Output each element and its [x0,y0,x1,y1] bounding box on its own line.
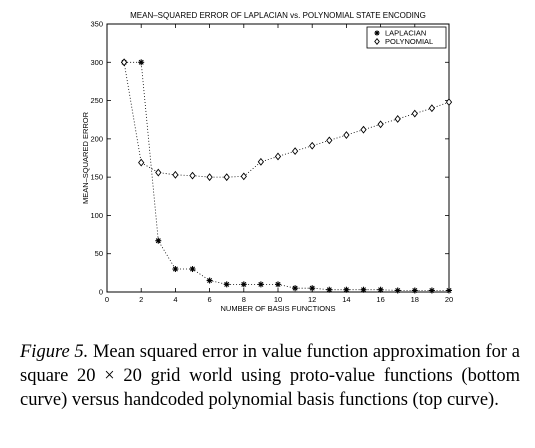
point-laplacian [172,266,179,273]
point-laplacian [206,277,213,284]
y-tick-label: 150 [90,173,103,182]
point-polynomial [360,125,367,134]
figure-caption-label: Figure 5. [20,342,89,362]
x-tick-label: 10 [274,295,282,304]
y-tick-label: 300 [90,58,103,67]
point-polynomial [206,173,213,182]
x-tick-label: 12 [308,295,316,304]
point-laplacian [446,287,452,294]
point-polynomial [189,171,196,180]
point-laplacian [428,287,435,294]
point-laplacian [292,285,299,292]
point-polynomial [428,104,436,113]
legend-label-laplacian: LAPLACIAN [385,29,426,38]
point-laplacian [309,285,316,292]
point-laplacian [155,237,162,244]
y-tick-label: 350 [90,20,103,29]
point-polynomial [223,173,230,182]
point-polynomial [411,109,418,118]
point-polynomial [138,158,145,167]
figure-caption: Figure 5. Mean squared error in value fu… [20,340,520,412]
legend-marker-polynomial [374,37,380,46]
point-polynomial [155,168,162,177]
point-laplacian [343,286,350,293]
point-polynomial [120,58,128,67]
point-laplacian [257,281,264,288]
point-polynomial [445,98,453,107]
legend-label-polynomial: POLYNOMIAL [385,37,433,46]
point-polynomial [240,172,247,181]
legend-marker-laplacian [374,30,380,36]
x-tick-label: 0 [105,295,109,304]
y-tick-label: 250 [90,96,103,105]
y-tick-label: 50 [95,249,103,258]
point-polynomial [343,131,350,139]
point-polynomial [326,136,333,145]
point-polynomial [257,157,265,166]
series-line-laplacian [124,61,449,291]
point-polynomial [377,120,384,129]
series-line-polynomial [123,62,450,178]
x-tick-label: 20 [445,295,453,304]
legend-box [366,26,447,49]
point-laplacian [326,286,333,293]
point-laplacian [240,281,247,288]
point-polynomial [309,141,316,150]
point-laplacian [360,286,367,293]
y-tick-label: 200 [90,134,103,143]
y-axis-label: MEAN–SQUARED ERROR [81,111,90,204]
x-tick-label: 6 [208,295,212,304]
x-tick-label: 2 [139,295,143,304]
chart-title: MEAN–SQUARED ERROR OF LAPLACIAN vs. POLY… [130,11,426,20]
point-laplacian [377,286,384,293]
y-tick-label: 0 [99,288,103,297]
point-laplacian [189,266,196,273]
x-axis-label: NUMBER OF BASIS FUNCTIONS [220,304,335,313]
x-tick-label: 14 [342,295,350,304]
point-laplacian [223,281,230,288]
point-polynomial [172,170,179,179]
point-polynomial [394,115,401,123]
point-polynomial [291,147,299,156]
point-polynomial [274,152,282,161]
x-tick-label: 4 [173,295,177,304]
x-tick-label: 18 [411,295,419,304]
y-tick-label: 100 [90,211,103,220]
x-tick-label: 16 [376,295,384,304]
point-laplacian [411,287,418,294]
point-laplacian [394,287,401,294]
x-tick-label: 8 [242,295,246,304]
point-laplacian [275,281,281,288]
point-laplacian [138,59,145,66]
figure-caption-text: Mean squared error in value function app… [20,342,520,410]
